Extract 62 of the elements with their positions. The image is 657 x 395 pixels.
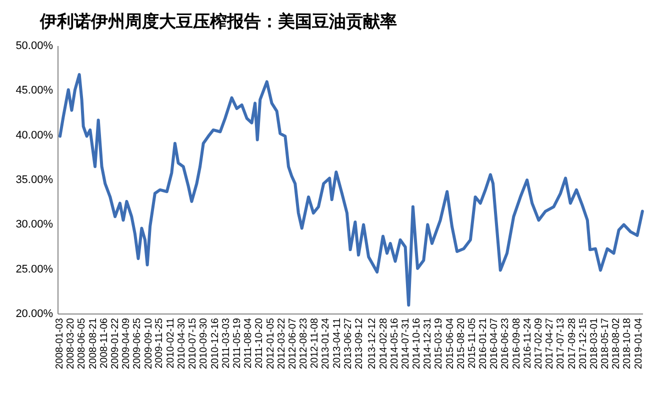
x-tick-label: 2015-08-20 <box>456 318 467 370</box>
x-tick-label: 2012-11-08 <box>310 318 321 368</box>
x-tick-label: 2008-11-06 <box>98 318 110 368</box>
x-tick-label: 2016-11-24 <box>522 318 534 368</box>
x-tick-label: 2015-06-04 <box>444 318 456 370</box>
x-tick-label: 2019-01-04 <box>633 318 644 370</box>
x-tick-label: 2018-03-01 <box>588 318 600 370</box>
x-tick-label: 2016-09-08 <box>511 318 522 370</box>
y-tick-label: 20.00% <box>16 308 54 320</box>
y-tick-label: 50.00% <box>16 40 54 52</box>
x-tick-label: 2013-06-27 <box>342 318 354 370</box>
x-tick-label: 2012-08-23 <box>298 318 310 370</box>
x-tick-label: 2011-03-03 <box>220 318 232 368</box>
x-tick-label: 2018-08-02 <box>611 318 622 370</box>
y-tick-label: 25.00% <box>16 263 54 276</box>
x-tick-label: 2010-02-11 <box>165 318 176 368</box>
x-tick-label: 2013-01-24 <box>320 318 332 370</box>
x-tick-label: 2016-06-23 <box>500 318 512 370</box>
x-tick-label: 2014-07-31 <box>400 318 412 370</box>
x-tick-label: 2014-10-16 <box>411 318 422 370</box>
x-tick-label: 2008-03-20 <box>66 318 77 370</box>
x-tick-label: 2009-06-25 <box>132 318 144 370</box>
x-tick-label: 2011-10-20 <box>254 318 266 368</box>
y-tick-label: 35.00% <box>16 174 54 186</box>
x-tick-label: 2016-01-21 <box>478 318 490 370</box>
x-tick-label: 2014-12-31 <box>422 318 434 370</box>
x-tick-label: 2010-07-15 <box>188 318 199 370</box>
x-tick-label: 2015-11-05 <box>466 318 478 368</box>
x-tick-label: 2010-12-16 <box>210 318 221 370</box>
x-tick-label: 2012-01-05 <box>265 318 276 370</box>
x-tick-label: 2017-07-13 <box>556 318 567 370</box>
x-tick-label: 2017-04-27 <box>544 318 556 370</box>
chart-title: 伊利诺伊州周度大豆压榨报告：美国豆油贡献率 <box>39 12 397 32</box>
x-tick-label: 2014-02-28 <box>378 318 390 370</box>
x-tick-label: 2010-09-30 <box>198 318 210 370</box>
x-tick-label: 2018-05-17 <box>600 318 612 370</box>
x-tick-label: 2016-04-07 <box>489 318 500 370</box>
x-tick-label: 2009-11-25 <box>154 318 166 368</box>
x-tick-label: 2018-10-18 <box>622 318 634 370</box>
x-tick-label: 2015-03-19 <box>434 318 445 370</box>
x-tick-label: 2013-12-12 <box>367 318 378 370</box>
x-tick-label: 2017-09-28 <box>566 318 578 370</box>
x-tick-label: 2011-08-04 <box>243 318 254 368</box>
x-tick-label: 2010-04-30 <box>176 318 188 370</box>
y-tick-label: 45.00% <box>16 84 54 97</box>
x-tick-label: 2011-05-19 <box>232 318 243 368</box>
x-tick-label: 2013-04-11 <box>332 318 343 368</box>
x-tick-label: 2008-06-05 <box>76 318 88 370</box>
x-tick-label: 2012-06-07 <box>287 318 298 370</box>
x-tick-label: 2012-03-22 <box>276 318 288 370</box>
x-tick-label: 2009-09-10 <box>143 318 154 370</box>
x-tick-label: 2009-04-09 <box>121 318 132 370</box>
y-tick-label: 30.00% <box>16 218 54 231</box>
line-series <box>58 73 644 307</box>
x-tick-label: 2013-09-12 <box>354 318 366 370</box>
y-tick-label: 40.00% <box>16 129 54 142</box>
x-tick-label: 2017-12-15 <box>578 318 590 370</box>
x-tick-label: 2017-02-09 <box>533 318 544 370</box>
x-tick-label: 2009-01-22 <box>110 318 121 370</box>
x-tick-label: 2014-05-16 <box>389 318 400 370</box>
x-tick-label: 2008-01-03 <box>54 318 66 370</box>
x-tick-label: 2008-08-21 <box>88 318 99 370</box>
